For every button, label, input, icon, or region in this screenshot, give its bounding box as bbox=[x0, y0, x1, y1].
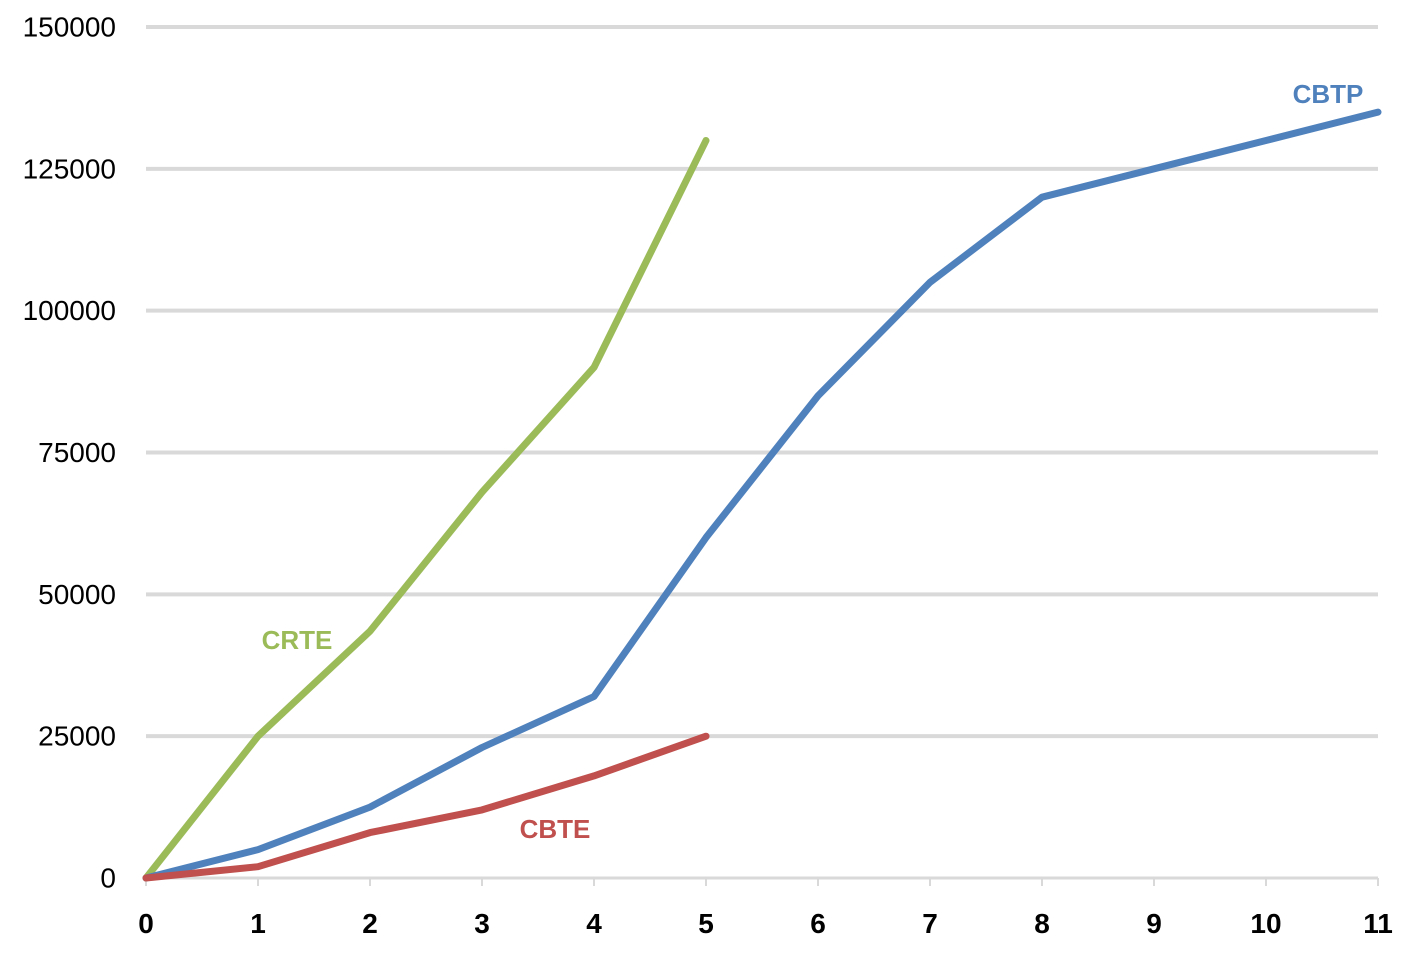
x-tick-label: 2 bbox=[362, 908, 378, 939]
y-tick-label: 125000 bbox=[23, 153, 116, 184]
series-lines bbox=[142, 108, 1382, 882]
x-tick-label: 8 bbox=[1034, 908, 1050, 939]
y-tick-label: 0 bbox=[100, 863, 116, 894]
axes: 0 25000 50000 75000 100000 125000 150000 0 1 2 3 4 5… bbox=[23, 12, 1393, 940]
x-tick-label: 0 bbox=[138, 908, 154, 939]
series-label-cbte: CBTE bbox=[520, 814, 591, 844]
series-labels: CRTE CBTP CBTE bbox=[262, 79, 1364, 844]
x-tick-label: 6 bbox=[810, 908, 826, 939]
gridlines bbox=[146, 25, 1378, 739]
x-tick-label: 11 bbox=[1363, 908, 1393, 939]
y-tick-label: 100000 bbox=[23, 295, 116, 326]
series-line-cbte bbox=[142, 732, 710, 882]
x-tick-label: 9 bbox=[1146, 908, 1162, 939]
series-label-crte: CRTE bbox=[262, 625, 333, 655]
series-line-cbtp bbox=[142, 108, 1382, 882]
y-tick-label: 25000 bbox=[38, 721, 116, 752]
x-tick-label: 1 bbox=[250, 908, 266, 939]
series-label-cbtp: CBTP bbox=[1293, 79, 1364, 109]
y-tick-label: 150000 bbox=[23, 12, 116, 43]
x-tick-label: 4 bbox=[586, 908, 602, 939]
y-tick-label: 50000 bbox=[38, 579, 116, 610]
x-tick-label: 10 bbox=[1250, 908, 1281, 939]
x-tick-label: 7 bbox=[922, 908, 938, 939]
x-tick-label: 3 bbox=[474, 908, 490, 939]
y-tick-label: 75000 bbox=[38, 437, 116, 468]
x-tick-label: 5 bbox=[698, 908, 714, 939]
series-line-crte bbox=[142, 137, 710, 882]
